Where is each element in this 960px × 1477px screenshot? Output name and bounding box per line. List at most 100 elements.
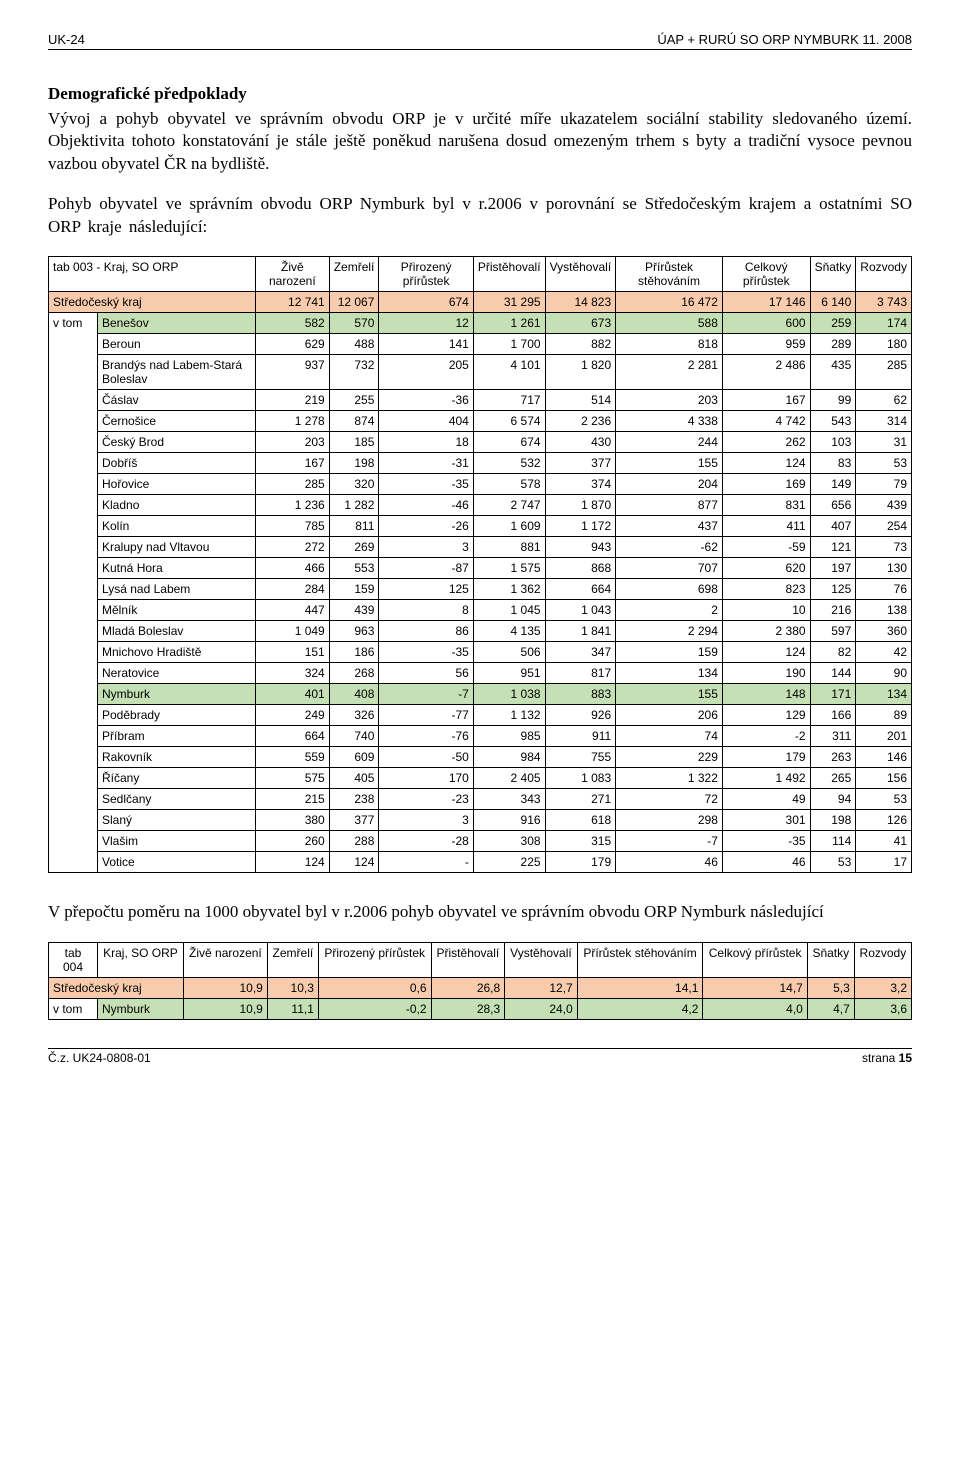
table-cell: 984: [473, 747, 545, 768]
table-cell: 882: [545, 334, 616, 355]
table-cell: 31 295: [473, 292, 545, 313]
table-cell: 167: [722, 390, 810, 411]
table-cell: 86: [379, 621, 473, 642]
table-cell: 94: [810, 789, 856, 810]
table-cell: 1 700: [473, 334, 545, 355]
table-cell: 883: [545, 684, 616, 705]
table-cell: 269: [329, 537, 379, 558]
table-cell: 155: [616, 684, 723, 705]
table-cell: 10,9: [183, 977, 267, 998]
table-vtom-label: v tom: [49, 998, 98, 1019]
table-cell: 311: [810, 726, 856, 747]
table-cell: -62: [616, 537, 723, 558]
table-cell: 72: [616, 789, 723, 810]
table-cell: 4,0: [703, 998, 807, 1019]
table-cell: 943: [545, 537, 616, 558]
table-cell: 4 101: [473, 355, 545, 390]
table-cell: 823: [722, 579, 810, 600]
table-cell: 600: [722, 313, 810, 334]
table-cell: 5,3: [807, 977, 854, 998]
table-row-label: Mělník: [98, 600, 256, 621]
footer-rule: [48, 1048, 912, 1049]
table-cell: 255: [329, 390, 379, 411]
table-cell: 159: [616, 642, 723, 663]
table-cell: 203: [616, 390, 723, 411]
table-cell: 174: [856, 313, 912, 334]
table-cell: 198: [810, 810, 856, 831]
table-cell: 926: [545, 705, 616, 726]
table-cell: 2 405: [473, 768, 545, 789]
table-cell: 203: [255, 432, 329, 453]
table-cell: 285: [856, 355, 912, 390]
table-cell: 360: [856, 621, 912, 642]
table-cell: 79: [856, 474, 912, 495]
header-right: ÚAP + RURÚ SO ORP NYMBURK 11. 2008: [657, 32, 912, 47]
table-cell: 12 741: [255, 292, 329, 313]
table-cell: 156: [856, 768, 912, 789]
table-cell: -46: [379, 495, 473, 516]
table-cell: 14 823: [545, 292, 616, 313]
table-cell: 620: [722, 558, 810, 579]
table-cell: -35: [379, 642, 473, 663]
table-cell: 289: [810, 334, 856, 355]
table-cell: 1 261: [473, 313, 545, 334]
table-cell: 877: [616, 495, 723, 516]
table-cell: 2 380: [722, 621, 810, 642]
table-cell: 259: [810, 313, 856, 334]
table-cell: 874: [329, 411, 379, 432]
table-cell: 17 146: [722, 292, 810, 313]
table-cell: 129: [722, 705, 810, 726]
table-row-label: Mladá Boleslav: [98, 621, 256, 642]
table-cell: 324: [255, 663, 329, 684]
table-cell: 1 362: [473, 579, 545, 600]
table-cell: 166: [810, 705, 856, 726]
table-cell: 146: [856, 747, 912, 768]
table-cell: 204: [616, 474, 723, 495]
table-cell: 1 870: [545, 495, 616, 516]
table003-col-6: Celkový přírůstek: [722, 257, 810, 292]
table-cell: 198: [329, 453, 379, 474]
table-cell: 1 049: [255, 621, 329, 642]
table003-col-5: Přírůstek stěhováním: [616, 257, 723, 292]
paragraph-3: V přepočtu poměru na 1000 obyvatel byl v…: [48, 901, 912, 923]
table-cell: 817: [545, 663, 616, 684]
table-cell: 609: [329, 747, 379, 768]
table-cell: 6 140: [810, 292, 856, 313]
table-cell: 740: [329, 726, 379, 747]
table-row-label: Nymburk: [98, 684, 256, 705]
table-cell: 818: [616, 334, 723, 355]
table-cell: 134: [856, 684, 912, 705]
table-cell: 90: [856, 663, 912, 684]
table-cell: -35: [722, 831, 810, 852]
table-cell: 374: [545, 474, 616, 495]
table-cell: 219: [255, 390, 329, 411]
table-cell: 11,1: [267, 998, 318, 1019]
table-cell: 155: [616, 453, 723, 474]
table-cell: 1 045: [473, 600, 545, 621]
table-cell: 3,6: [854, 998, 911, 1019]
table-cell: 42: [856, 642, 912, 663]
table-cell: 130: [856, 558, 912, 579]
table-cell: 285: [255, 474, 329, 495]
table004-col-0: Živě narození: [183, 942, 267, 977]
table-row-label: Mnichovo Hradiště: [98, 642, 256, 663]
table-cell: -7: [616, 831, 723, 852]
table-cell: 2 294: [616, 621, 723, 642]
table-row-label: Rakovník: [98, 747, 256, 768]
table-cell: 124: [722, 642, 810, 663]
table-cell: 951: [473, 663, 545, 684]
table-cell: 216: [810, 600, 856, 621]
table-row-label: Hořovice: [98, 474, 256, 495]
table-cell: 126: [856, 810, 912, 831]
table-cell: 377: [329, 810, 379, 831]
table-cell: -2: [722, 726, 810, 747]
page-header: UK-24 ÚAP + RURÚ SO ORP NYMBURK 11. 2008: [48, 32, 912, 47]
table-row-label: Benešov: [98, 313, 256, 334]
table-cell: 407: [810, 516, 856, 537]
table-cell: 447: [255, 600, 329, 621]
table-004: tab 004Kraj, SO ORPŽivě narozeníZemřelíP…: [48, 942, 912, 1020]
table-cell: 755: [545, 747, 616, 768]
table-cell: 265: [810, 768, 856, 789]
table-cell: 785: [255, 516, 329, 537]
table-cell: -35: [379, 474, 473, 495]
